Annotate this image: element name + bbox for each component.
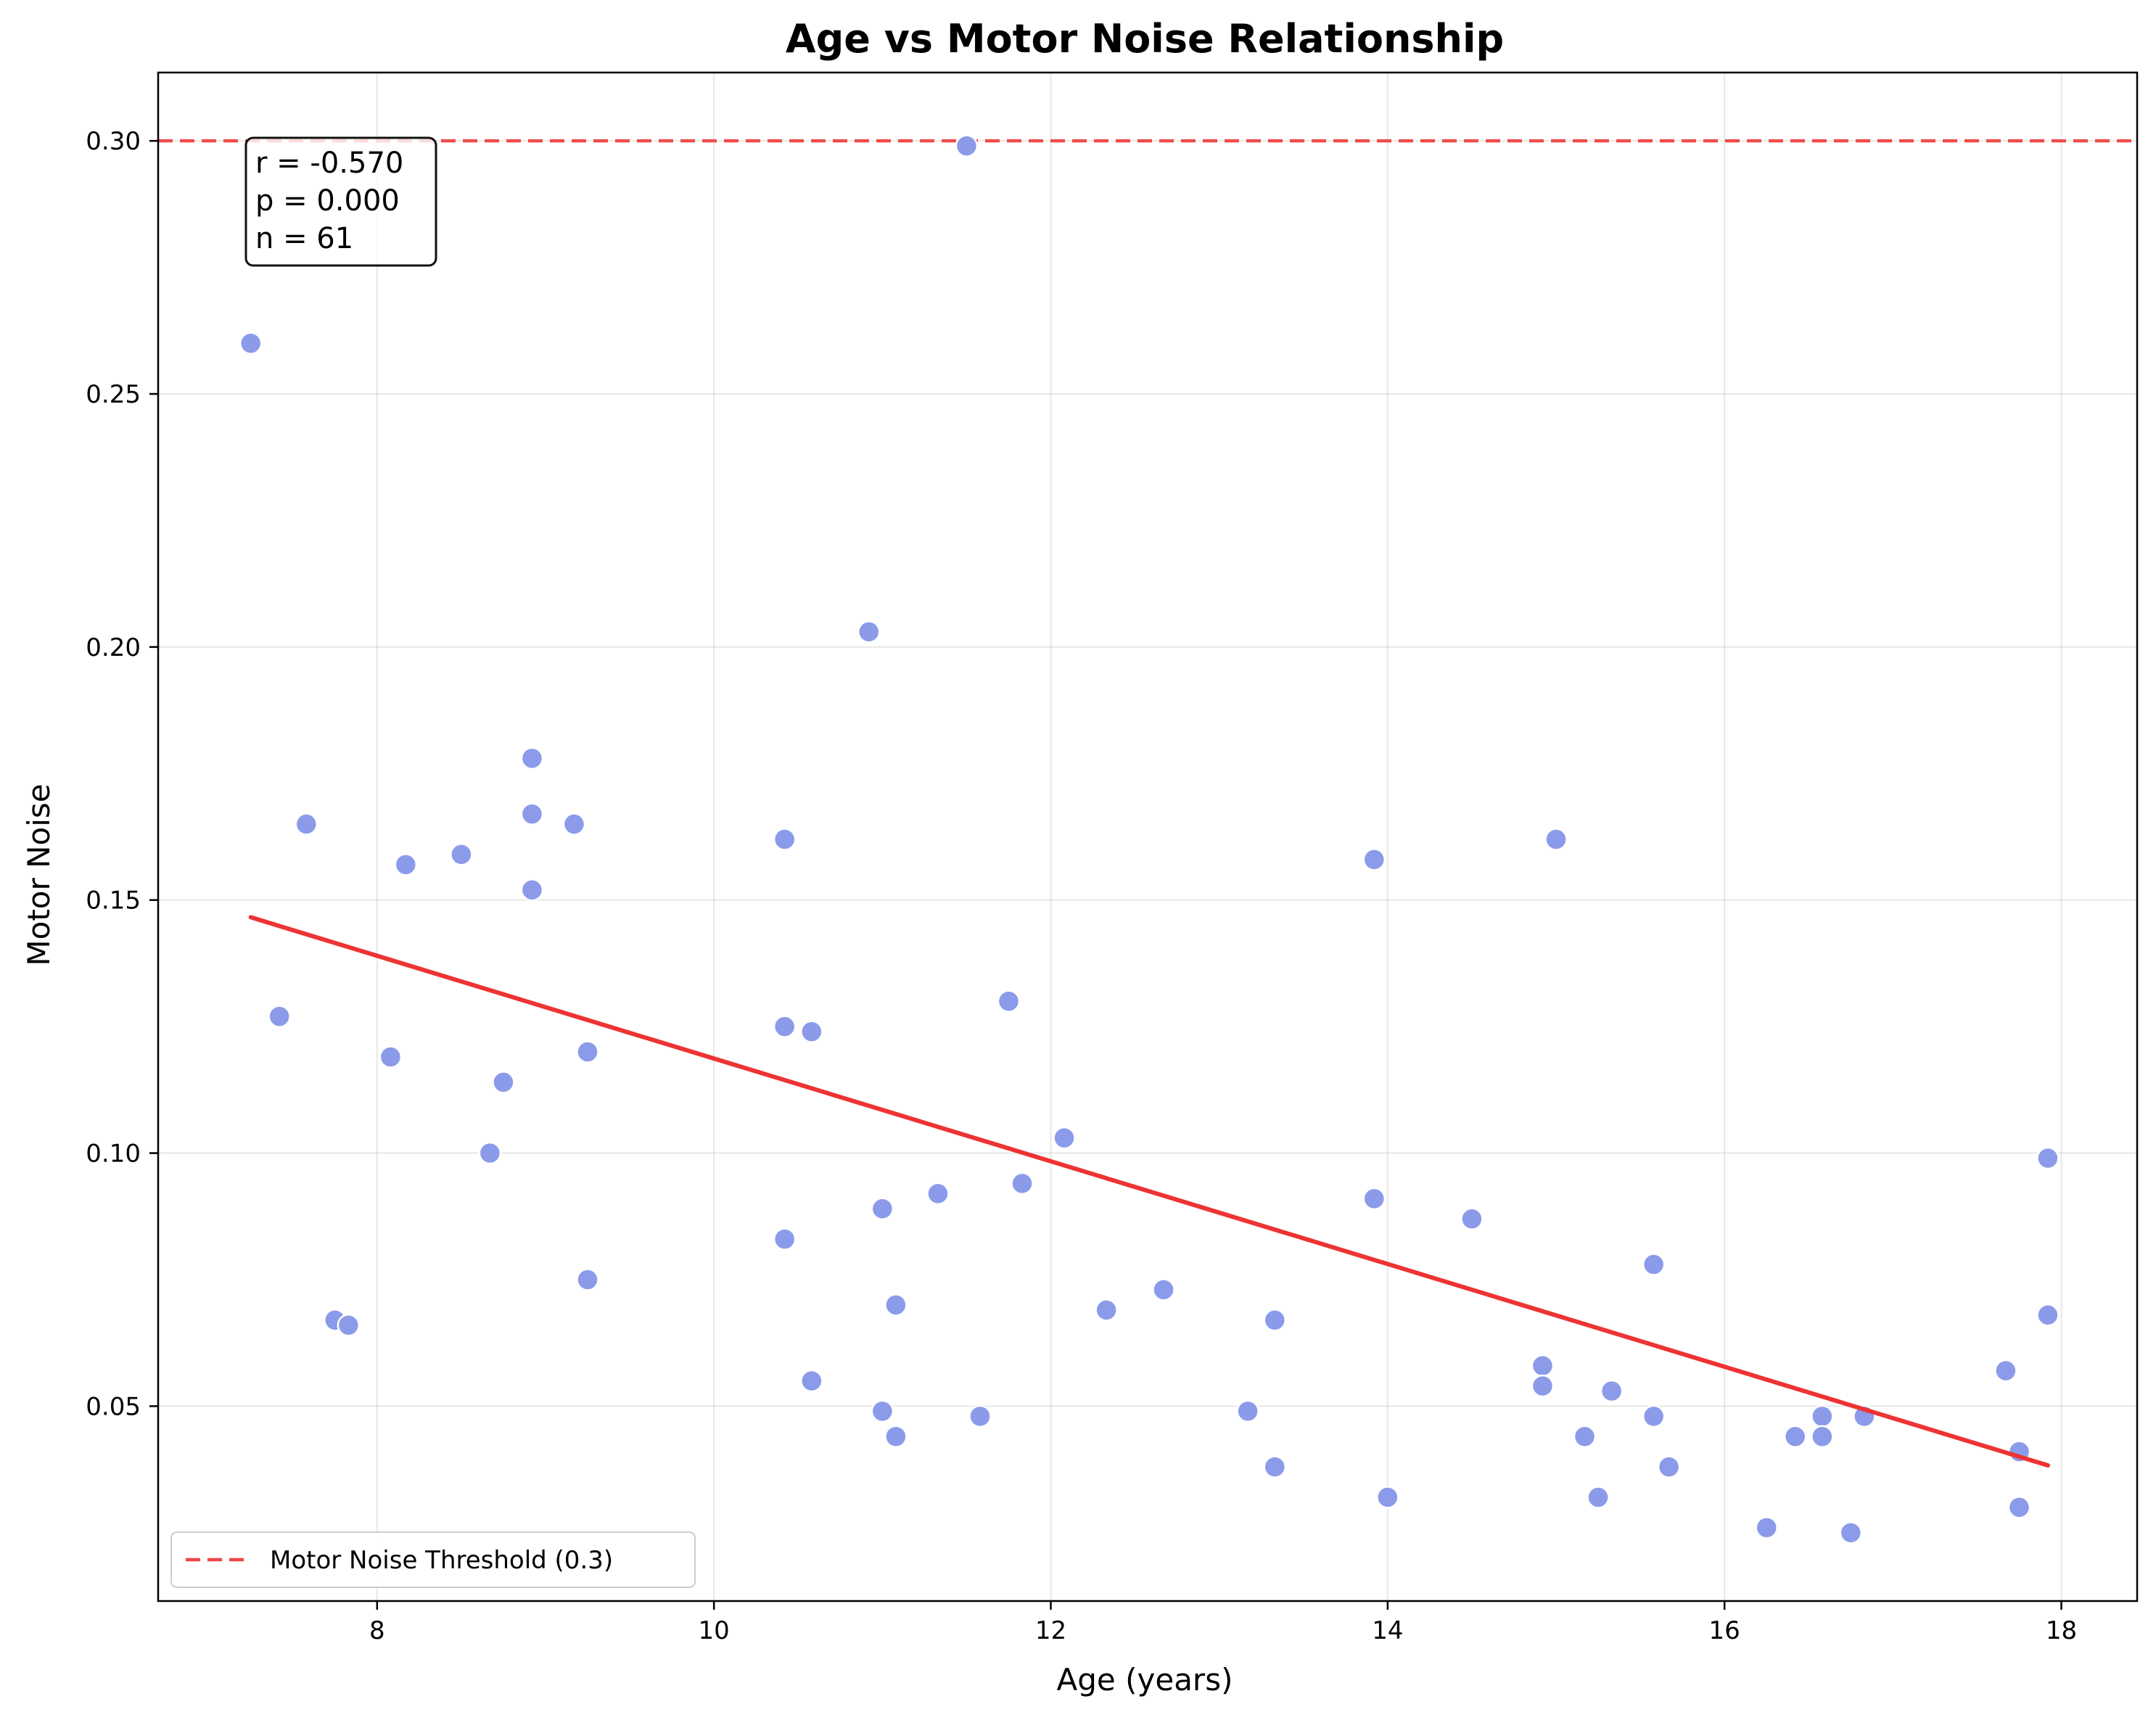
y-tick-label: 0.15 xyxy=(86,886,141,915)
data-point xyxy=(520,802,544,826)
data-point xyxy=(562,812,586,836)
data-point xyxy=(379,1045,403,1069)
chart-title: Age vs Motor Noise Relationship xyxy=(786,16,1504,62)
data-point xyxy=(394,853,418,876)
data-point xyxy=(1839,1521,1863,1544)
data-point xyxy=(1011,1172,1034,1196)
data-point xyxy=(773,1227,797,1251)
data-point xyxy=(1152,1278,1175,1301)
data-point xyxy=(968,1404,992,1428)
data-point xyxy=(926,1182,950,1206)
data-point xyxy=(1587,1486,1610,1509)
data-point xyxy=(1460,1207,1484,1230)
data-point xyxy=(492,1071,515,1094)
data-point xyxy=(955,134,979,157)
data-point xyxy=(1053,1126,1076,1150)
data-point xyxy=(884,1425,908,1449)
stats-r-value: r = -0.570 xyxy=(255,147,403,180)
legend-frame xyxy=(170,1531,696,1588)
legend: Motor Noise Threshold (0.3) xyxy=(170,1531,696,1588)
y-tick-label: 0.25 xyxy=(86,380,141,409)
axes: 8 10 12 14 16 18 0.05 0.10 0.15 0.20 0.25 0.30 xyxy=(86,71,2139,1645)
plot-frame xyxy=(157,71,2139,1602)
data-point xyxy=(520,746,544,770)
y-tick-label: 0.10 xyxy=(86,1140,141,1169)
trend-line xyxy=(248,915,2050,1468)
data-point xyxy=(450,843,473,866)
data-point xyxy=(478,1141,502,1165)
scatter-points xyxy=(239,134,2060,1544)
x-tick-label: 14 xyxy=(1372,1616,1403,1645)
data-point xyxy=(1263,1309,1287,1332)
data-point xyxy=(871,1197,894,1221)
data-point xyxy=(1362,848,1386,871)
data-point xyxy=(1811,1425,1834,1449)
y-tick-label: 0.05 xyxy=(86,1392,141,1421)
data-point xyxy=(1544,828,1568,851)
x-tick-label: 8 xyxy=(369,1616,385,1645)
data-point xyxy=(800,1020,823,1043)
data-point xyxy=(1642,1404,1666,1428)
x-tick-label: 10 xyxy=(699,1616,730,1645)
y-tick-label: 0.20 xyxy=(86,633,141,662)
data-point xyxy=(576,1040,599,1063)
stats-p-value: p = 0.000 xyxy=(255,184,400,218)
data-point xyxy=(2007,1496,2031,1519)
stats-box-frame xyxy=(244,136,437,267)
data-point xyxy=(773,828,797,851)
data-point xyxy=(773,1015,797,1038)
data-point xyxy=(997,989,1021,1013)
legend-threshold-label: Motor Noise Threshold (0.3) xyxy=(270,1546,613,1575)
data-point xyxy=(1263,1455,1287,1478)
data-point xyxy=(857,620,881,643)
data-point xyxy=(520,878,544,902)
data-point xyxy=(2036,1304,2060,1327)
data-point xyxy=(1531,1374,1555,1398)
data-point xyxy=(1376,1486,1399,1509)
data-point xyxy=(1362,1187,1386,1211)
stats-box: r = -0.570 p = 0.000 n = 61 xyxy=(244,136,437,267)
stats-n-value: n = 61 xyxy=(255,222,353,255)
data-point xyxy=(884,1293,908,1317)
data-point xyxy=(576,1268,599,1291)
data-point xyxy=(268,1005,291,1028)
data-point xyxy=(871,1399,894,1423)
x-tick-label: 18 xyxy=(2046,1616,2077,1645)
y-axis-label: Motor Noise xyxy=(21,783,57,966)
data-point xyxy=(1573,1425,1597,1449)
data-point xyxy=(2036,1146,2060,1170)
data-point xyxy=(239,332,263,355)
data-point xyxy=(1642,1253,1666,1276)
x-axis-label: Age (years) xyxy=(1057,1662,1233,1698)
x-tick-label: 12 xyxy=(1035,1616,1066,1645)
data-point xyxy=(1657,1455,1681,1478)
data-point xyxy=(800,1369,823,1393)
x-tick-label: 16 xyxy=(1709,1616,1740,1645)
data-point xyxy=(1600,1379,1624,1403)
data-point xyxy=(1236,1399,1259,1423)
data-point xyxy=(1811,1404,1834,1428)
data-point xyxy=(1531,1354,1555,1378)
data-point xyxy=(1994,1359,2017,1383)
y-tick-label: 0.30 xyxy=(86,127,141,156)
data-point xyxy=(337,1314,361,1337)
data-point xyxy=(295,812,318,836)
data-point xyxy=(1755,1516,1778,1539)
trend-layer xyxy=(248,915,2050,1468)
data-point xyxy=(1095,1299,1118,1322)
data-point xyxy=(1783,1425,1807,1449)
